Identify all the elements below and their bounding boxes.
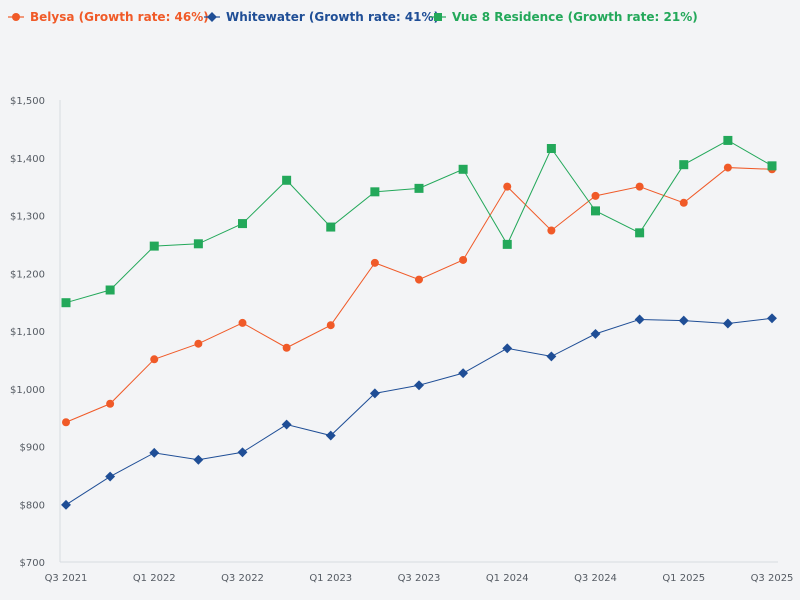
x-tick-label: Q1 2024 [486,573,529,584]
legend: Belysa (Growth rate: 46%) Whitewater (Gr… [8,10,698,24]
data-point[interactable] [149,447,160,458]
plot-area [61,135,777,510]
y-tick-label: $1,000 [10,385,45,396]
data-point[interactable] [61,499,71,510]
data-point[interactable] [62,418,70,427]
data-point[interactable] [370,258,379,267]
data-point[interactable] [326,321,335,330]
legend-item-belysa[interactable]: Belysa (Growth rate: 46%) [8,10,209,24]
y-tick-label: $700 [20,558,45,569]
legend-item-whitewater[interactable]: Whitewater (Growth rate: 41%) [204,10,439,24]
x-tick-label: Q1 2023 [309,573,352,584]
data-point[interactable] [503,182,512,191]
data-point[interactable] [149,241,159,251]
data-point[interactable] [458,368,469,379]
data-point[interactable] [414,183,424,193]
legend-label-whitewater: Whitewater (Growth rate: 41%) [226,10,439,24]
data-point[interactable] [767,161,777,171]
data-point[interactable] [459,255,468,264]
legend-marker-whitewater [207,12,217,22]
legend-item-vue8[interactable]: Vue 8 Residence (Growth rate: 21%) [430,10,698,24]
data-point[interactable] [679,160,689,170]
data-point[interactable] [458,164,468,174]
legend-label-belysa: Belysa (Growth rate: 46%) [30,10,209,24]
data-point[interactable] [679,198,688,207]
data-point[interactable] [591,206,600,216]
x-tick-label: Q3 2023 [398,573,441,584]
data-point[interactable] [150,355,159,364]
data-point[interactable] [193,454,204,465]
data-point[interactable] [414,380,424,391]
data-point[interactable] [723,135,733,145]
y-tick-label: $1,100 [10,327,45,338]
y-tick-label: $1,400 [10,154,45,165]
y-tick-label: $1,500 [10,96,45,107]
data-point[interactable] [194,339,203,348]
data-point[interactable] [238,318,247,327]
y-tick-label: $800 [20,500,45,511]
data-point[interactable] [237,447,248,458]
legend-marker-vue8 [434,13,442,21]
data-point[interactable] [61,298,71,308]
data-point[interactable] [502,239,512,249]
data-point[interactable] [282,175,292,185]
data-point[interactable] [547,226,556,235]
series-2 [61,135,777,308]
data-point[interactable] [326,222,336,232]
data-point[interactable] [370,187,380,197]
data-point[interactable] [591,191,600,200]
x-tick-label: Q1 2022 [133,573,176,584]
x-tick-label: Q1 2025 [662,573,705,584]
data-point[interactable] [546,351,557,362]
x-tick-label: Q3 2025 [751,573,794,584]
data-point[interactable] [678,315,689,326]
series-line [65,317,773,506]
x-tick-label: Q3 2021 [45,573,88,584]
data-point[interactable] [193,239,203,249]
data-point[interactable] [106,399,115,408]
y-tick-label: $900 [20,443,45,454]
data-point[interactable] [105,285,115,295]
data-point[interactable] [767,313,777,324]
series-0 [62,163,776,427]
y-tick-label: $1,200 [10,269,45,280]
data-point[interactable] [635,182,644,191]
data-point[interactable] [723,163,732,172]
data-point[interactable] [325,430,336,441]
data-point[interactable] [590,328,601,339]
data-point[interactable] [722,318,733,329]
legend-label-vue8: Vue 8 Residence (Growth rate: 21%) [452,10,698,24]
y-tick-label: $1,300 [10,212,45,223]
data-point[interactable] [281,419,292,430]
x-tick-label: Q3 2022 [221,573,264,584]
data-point[interactable] [635,228,645,238]
data-point[interactable] [238,219,247,229]
x-tick-label: Q3 2024 [574,573,617,584]
legend-marker-belysa [12,13,20,21]
data-point[interactable] [415,275,423,284]
series-1 [61,313,777,510]
data-point[interactable] [369,388,380,399]
data-point[interactable] [634,314,645,325]
data-point[interactable] [502,343,513,354]
data-point[interactable] [546,144,556,154]
axes: $700 $800 $900 $1,000 $1,100 $1,200 $1,300 $1,4… [10,96,793,584]
data-point[interactable] [105,471,116,482]
data-point[interactable] [282,343,291,352]
